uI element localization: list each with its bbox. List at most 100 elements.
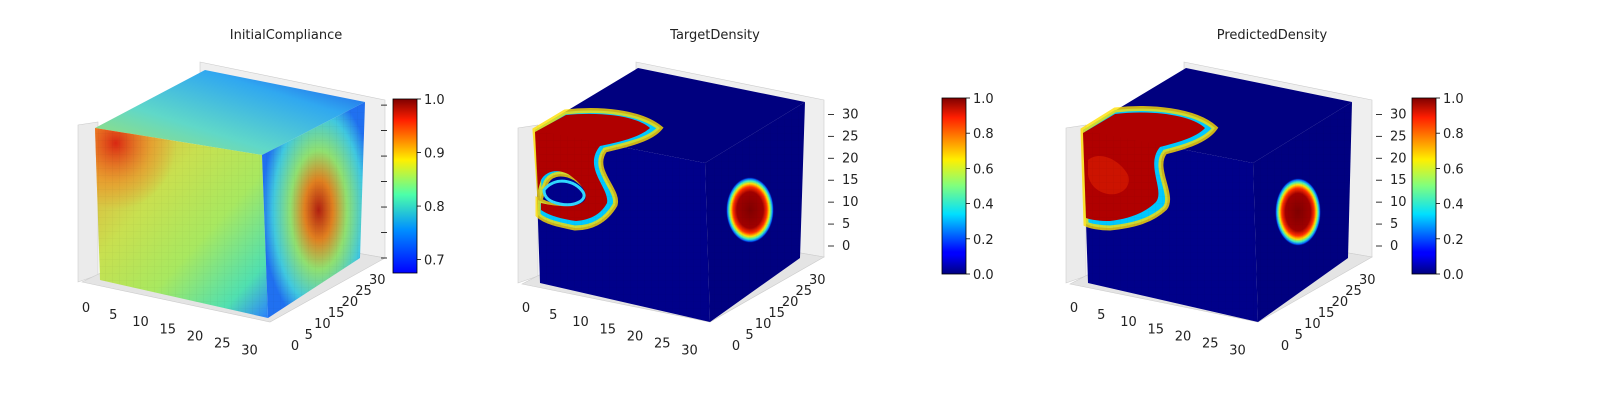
x-tick-label: 5	[549, 308, 557, 323]
y-tick-label: 30	[369, 273, 386, 288]
x-axis-ticks: 0 5 10 15 20 25 30	[1070, 301, 1246, 359]
z-tick-label: 0	[1390, 239, 1398, 254]
colorbar-tick-label: 0.9	[424, 147, 445, 162]
y-tick-label: 30	[1359, 273, 1376, 288]
y-tick-label: 5	[745, 328, 753, 343]
x-tick-label: 20	[627, 329, 644, 344]
x-tick-label: 0	[522, 301, 530, 316]
y-tick-label: 15	[1318, 306, 1335, 321]
x-tick-label: 15	[160, 322, 177, 337]
x-tick-label: 30	[681, 344, 698, 359]
y-tick-label: 0	[1281, 339, 1289, 354]
colorbar	[392, 98, 418, 274]
z-tick-label: 20	[842, 151, 859, 166]
y-tick-label: 25	[1345, 284, 1362, 299]
z-tick-label: 10	[842, 195, 859, 210]
back-pane-left	[77, 121, 99, 283]
y-tick-label: 25	[355, 284, 372, 299]
colorbar-tick-label: 1.0	[424, 93, 445, 108]
x-tick-label: 20	[187, 329, 204, 344]
colorbar	[1411, 97, 1437, 275]
panel-initial-compliance: InitialCompliance 0 5 10 15 20 25 30 051015202…	[77, 28, 445, 359]
x-tick-label: 5	[109, 308, 117, 323]
x-tick-label: 25	[1202, 336, 1219, 351]
colorbar-tick-label: 0.8	[424, 200, 445, 215]
colorbar-tick-label: 0.2	[973, 233, 994, 248]
y-tick-label: 5	[1295, 328, 1303, 343]
y-tick-label: 10	[314, 317, 331, 332]
x-tick-label: 0	[1070, 301, 1078, 316]
colorbar-tick-label: 0.0	[973, 268, 994, 283]
y-tick-label: 0	[291, 339, 299, 354]
x-tick-label: 0	[82, 301, 90, 316]
y-tick-label: 20	[342, 295, 359, 310]
z-tick-label: 0	[842, 239, 850, 254]
y-tick-label: 20	[782, 295, 799, 310]
cube-front-face-grid	[95, 128, 268, 318]
x-tick-label: 15	[1148, 322, 1165, 337]
x-axis-ticks: 0 5 10 15 20 25 30	[82, 301, 258, 359]
chart-title: TargetDensity	[669, 28, 760, 43]
z-tick-label: 20	[1390, 151, 1407, 166]
colorbar-tick-label: 1.0	[1443, 92, 1464, 107]
x-tick-label: 10	[132, 315, 149, 330]
chart-title: PredictedDensity	[1217, 28, 1328, 43]
x-tick-label: 10	[1120, 315, 1137, 330]
cube-top-face	[95, 70, 365, 155]
colorbar-tick-label: 0.6	[1443, 162, 1464, 177]
chart-title: InitialCompliance	[230, 28, 343, 43]
z-tick-label: 25	[842, 129, 859, 144]
z-tick-label: 15	[1390, 173, 1407, 188]
x-tick-label: 5	[1097, 308, 1105, 323]
z-tick-label: 5	[842, 217, 850, 232]
front-face-grid	[535, 130, 710, 322]
y-tick-label: 15	[768, 306, 785, 321]
x-tick-label: 30	[1229, 344, 1246, 359]
x-tick-label: 25	[654, 336, 671, 351]
y-tick-label: 20	[1332, 295, 1349, 310]
front-face-grid	[1083, 130, 1258, 322]
colorbar-tick-label: 0.0	[1443, 268, 1464, 283]
x-axis-ticks: 0 5 10 15 20 25 30	[522, 301, 698, 359]
colorbar-tick-label: 0.7	[424, 254, 445, 269]
y-tick-label: 10	[755, 317, 772, 332]
colorbar	[941, 97, 967, 275]
z-axis-ticks	[381, 104, 387, 259]
z-tick-label: 30	[842, 107, 859, 122]
z-axis-ticks: 0 5 10 15 20 25 30	[828, 107, 859, 254]
side-face-grid	[1253, 102, 1352, 322]
colorbar-ticks: 0.7 0.8 0.9 1.0	[417, 93, 445, 269]
colorbar-tick-label: 0.6	[973, 162, 994, 177]
colorbar-tick-label: 0.8	[1443, 127, 1464, 142]
y-tick-label: 0	[732, 339, 740, 354]
colorbar-ticks: 0.0 0.2 0.4 0.6 0.8 1.0	[1436, 92, 1464, 283]
y-tick-label: 25	[795, 284, 812, 299]
z-tick-label: 5	[1390, 217, 1398, 232]
x-tick-label: 25	[214, 336, 231, 351]
cube-side-face-grid	[262, 102, 365, 318]
colorbar-tick-label: 0.2	[1443, 233, 1464, 248]
x-tick-label: 20	[1175, 329, 1192, 344]
colorbar-tick-label: 0.8	[973, 127, 994, 142]
colorbar-ticks: 0.0 0.2 0.4 0.6 0.8 1.0	[966, 92, 994, 283]
y-tick-label: 30	[809, 273, 826, 288]
x-tick-label: 10	[572, 315, 589, 330]
x-tick-label: 15	[600, 322, 617, 337]
z-tick-label: 25	[1390, 129, 1407, 144]
z-axis-ticks: 0 5 10 15 20 25 30	[1376, 107, 1407, 254]
panel-target-density: TargetDensity 0 5 10 15 20 25 30 051015202530 …	[517, 28, 994, 359]
z-tick-label: 10	[1390, 195, 1407, 210]
colorbar-tick-label: 1.0	[973, 92, 994, 107]
y-tick-label: 15	[328, 306, 345, 321]
panel-predicted-density: PredictedDensity 0 5 10 15 20 25 30 0510152025…	[1065, 28, 1464, 359]
colorbar-tick-label: 0.4	[973, 198, 994, 213]
z-tick-label: 15	[842, 173, 859, 188]
z-tick-label: 30	[1390, 107, 1407, 122]
y-tick-label: 5	[305, 328, 313, 343]
colorbar-tick-label: 0.4	[1443, 198, 1464, 213]
side-face-grid	[705, 102, 805, 322]
